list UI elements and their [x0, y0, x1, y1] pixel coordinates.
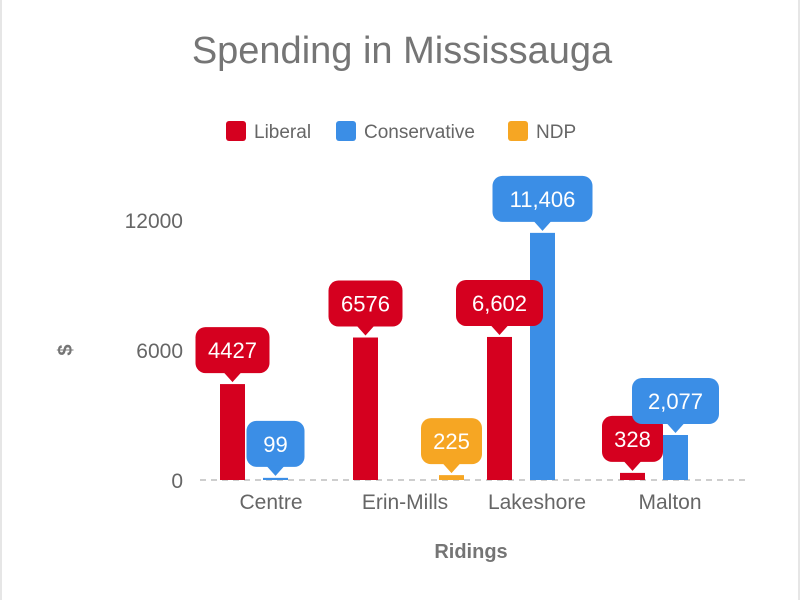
data-label-pointer	[533, 220, 552, 231]
data-label-liberal-lakeshore: 6,602	[456, 279, 543, 335]
data-label-bubble	[246, 420, 305, 467]
data-label-conservative-lakeshore: 11,406	[492, 175, 593, 231]
legend-swatch-ndp	[508, 121, 528, 141]
data-label-pointer	[356, 325, 375, 336]
data-label-pointer	[666, 422, 685, 433]
y-tick-label: 0	[171, 470, 183, 493]
data-label-text: 11,406	[510, 187, 576, 212]
data-label-bubble	[492, 175, 593, 222]
data-label-liberal-centre: 4427	[195, 327, 270, 383]
legend-label-conservative: Conservative	[364, 122, 475, 143]
data-label-text: 4427	[208, 338, 257, 363]
data-label-bubble	[602, 415, 663, 462]
data-labels: 4427 99 6576 225 6,602 11,406 328 2,077	[195, 175, 719, 476]
data-label-conservative-malton: 2,077	[632, 377, 719, 433]
bar-conservative-centre	[263, 477, 288, 480]
data-label-bubble	[328, 280, 403, 327]
data-label-pointer	[490, 324, 509, 335]
y-tick-label: 6000	[136, 340, 183, 363]
data-label-text: 225	[433, 429, 470, 454]
bar-liberal-lakeshore	[487, 336, 512, 480]
x-tick-label-lakeshore: Lakeshore	[488, 491, 586, 514]
x-tick-label-centre: Centre	[239, 491, 302, 514]
x-tick-label-erin-mills: Erin-Mills	[362, 491, 448, 514]
data-label-bubble	[195, 327, 270, 374]
bar-conservative-malton	[663, 434, 688, 480]
x-axis: Centre Erin-Mills Lakeshore Malton	[239, 491, 701, 514]
data-label-liberal-malton: 328	[602, 415, 663, 471]
data-label-liberal-erin-mills: 6576	[328, 280, 403, 336]
bar-liberal-malton	[620, 472, 645, 480]
data-label-conservative-centre: 99	[246, 420, 305, 476]
data-label-text: 99	[263, 432, 287, 457]
bar-liberal-centre	[220, 384, 245, 480]
bars	[220, 232, 688, 480]
data-label-text: 328	[614, 427, 651, 452]
legend-swatch-liberal	[226, 121, 246, 141]
bar-ndp-erin-mills	[439, 475, 464, 480]
legend: Liberal Conservative NDP	[226, 121, 576, 143]
data-label-bubble	[456, 279, 543, 326]
data-label-text: 6576	[341, 292, 390, 317]
y-axis-title: $	[55, 344, 77, 355]
data-label-pointer	[266, 465, 285, 476]
chart-title: Spending in Mississauga	[192, 30, 613, 72]
legend-swatch-conservative	[336, 121, 356, 141]
x-tick-label-malton: Malton	[638, 491, 701, 514]
legend-label-ndp: NDP	[536, 122, 576, 143]
data-label-pointer	[442, 463, 461, 474]
x-axis-title: Ridings	[434, 541, 507, 563]
bar-liberal-erin-mills	[353, 337, 378, 480]
data-label-pointer	[623, 460, 642, 471]
data-label-pointer	[223, 372, 242, 383]
data-label-text: 2,077	[648, 389, 703, 414]
bar-conservative-lakeshore	[530, 232, 555, 480]
legend-label-liberal: Liberal	[254, 122, 311, 143]
data-label-text: 6,602	[472, 291, 527, 316]
data-label-ndp-erin-mills: 225	[421, 418, 482, 474]
y-axis: 0 6000 12000	[125, 210, 183, 493]
data-label-bubble	[421, 418, 482, 465]
data-label-bubble	[632, 377, 719, 424]
y-tick-label: 12000	[125, 210, 183, 233]
